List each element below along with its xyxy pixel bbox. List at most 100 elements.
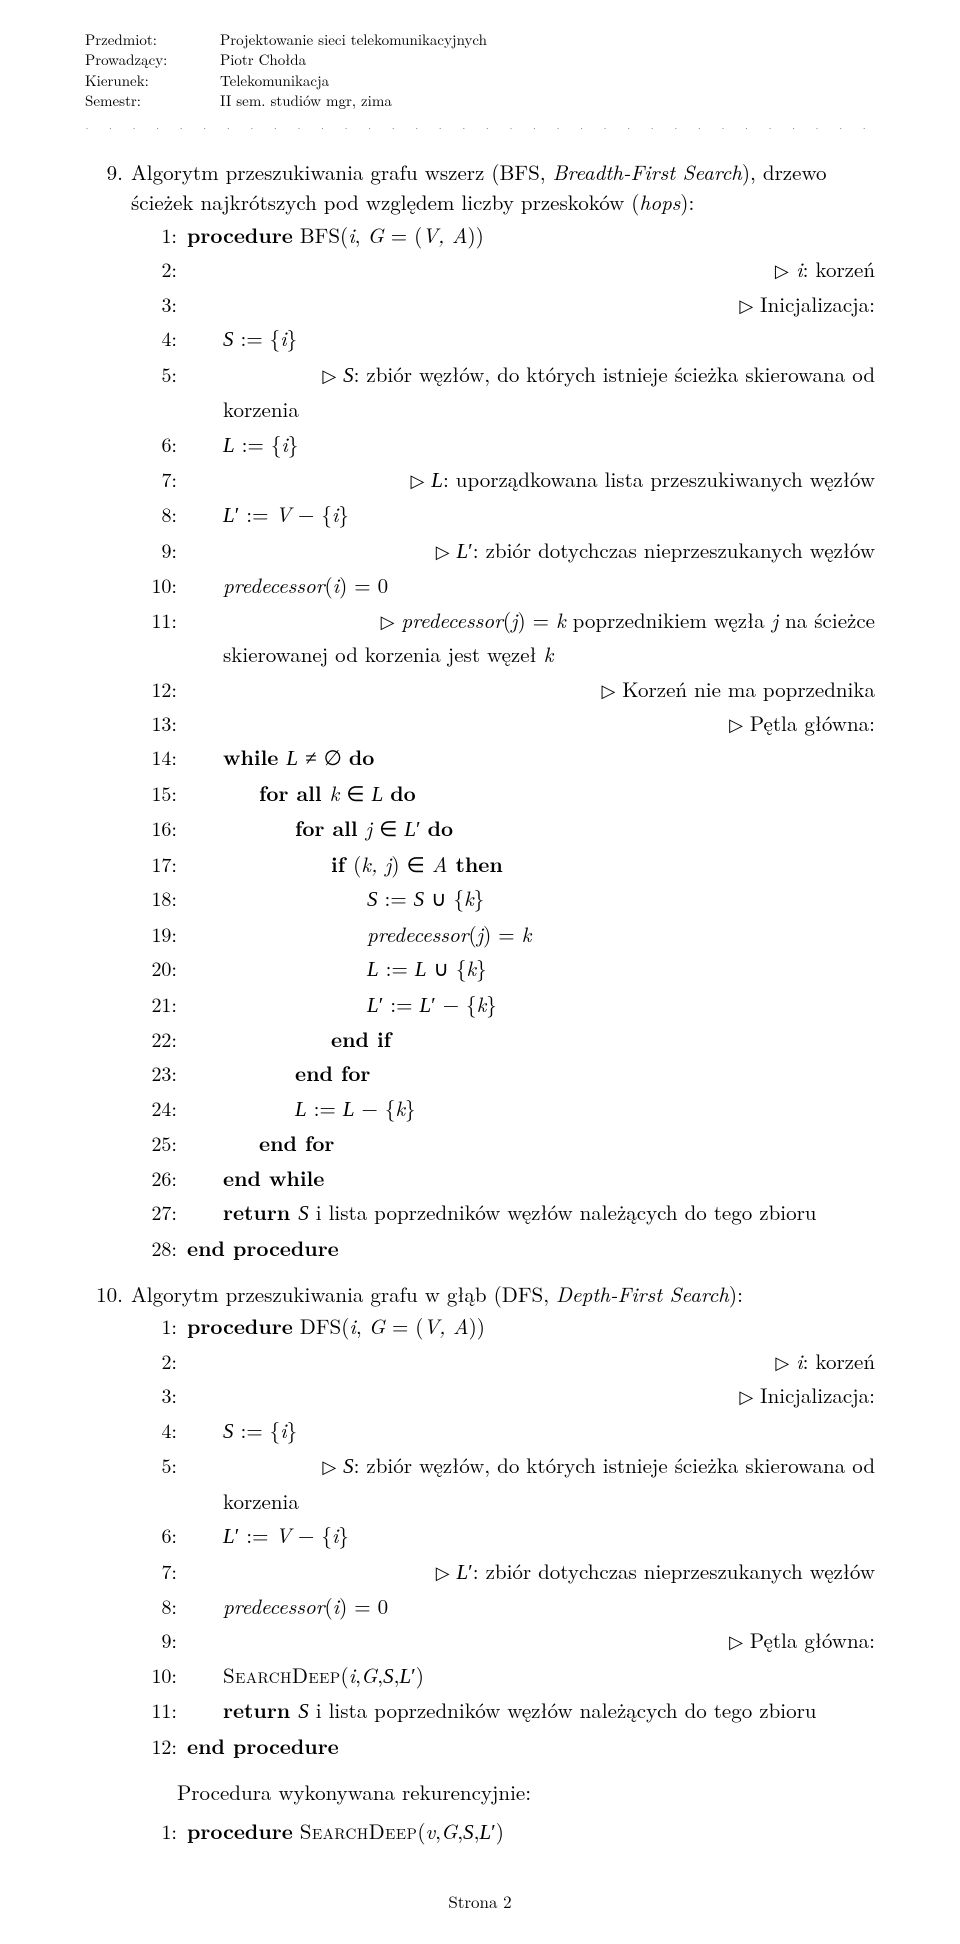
line-body: L := L − {k} xyxy=(187,1093,875,1124)
func: predecessor xyxy=(223,570,324,600)
line-body: L := {i} xyxy=(187,429,875,460)
text: ′ := xyxy=(235,1520,276,1550)
text: ) = 0 xyxy=(339,570,388,600)
keyword: end for xyxy=(259,1128,334,1158)
text: } xyxy=(474,883,485,913)
set: L xyxy=(479,1820,491,1844)
text: ): xyxy=(729,1279,743,1309)
algo-line: 25: end for xyxy=(131,1126,875,1160)
comment-icon xyxy=(411,464,425,494)
text: ∈ xyxy=(372,813,404,843)
var: G xyxy=(441,1816,457,1846)
line-number: 11: xyxy=(131,605,187,634)
keyword: end while xyxy=(223,1163,324,1193)
algo-line: 27: return S i lista poprzedników węzłów… xyxy=(131,1195,875,1230)
set: S xyxy=(367,887,378,911)
line-number: 19: xyxy=(131,919,187,948)
keyword: end for xyxy=(295,1058,370,1088)
text: Inicjalizacja: xyxy=(753,289,875,319)
text: , xyxy=(355,220,368,250)
text: Inicjalizacja: xyxy=(753,1380,875,1410)
text: ′ xyxy=(416,813,428,843)
text: )) xyxy=(469,1311,485,1341)
line-body: end procedure xyxy=(187,1731,875,1761)
line-body: while L ≠ ∅ do xyxy=(187,742,875,773)
line-body: Korzeń nie ma poprzednika xyxy=(187,674,875,704)
algo-line-cont: korzenia xyxy=(131,392,875,426)
text: poprzednikiem węzła xyxy=(566,605,772,635)
line-body: Pętla główna: xyxy=(187,708,875,738)
text: Algorytm przeszukiwania grafu w głąb (DF… xyxy=(131,1279,556,1309)
header-value: Telekomunikacja xyxy=(220,71,329,91)
line-number: 18: xyxy=(131,883,187,912)
keyword: while xyxy=(223,742,286,772)
text-italic: hops xyxy=(639,187,680,217)
set: S xyxy=(463,1820,474,1844)
line-body: procedure DFS(i, G = (V, A)) xyxy=(187,1311,875,1341)
line-body: predecessor(i) = 0 xyxy=(187,1591,875,1621)
line-body: for all k ∈ L do xyxy=(187,778,875,809)
line-number: 6: xyxy=(131,1520,187,1549)
line-body: predecessor(j) = k poprzednikiem węzła j… xyxy=(187,605,875,635)
var: k xyxy=(330,778,340,808)
func: predecessor xyxy=(367,919,468,949)
line-body: SearchDeep(i,G,S,L′) xyxy=(187,1660,875,1691)
set: S xyxy=(414,887,425,911)
algo-line: 13: Pętla główna: xyxy=(131,706,875,740)
text xyxy=(336,359,343,389)
set: S xyxy=(383,1664,394,1688)
algo-line: 3: Inicjalizacja: xyxy=(131,1378,875,1412)
header-label: Kierunek: xyxy=(85,71,220,91)
algo-line: 20: L := L ∪ {k} xyxy=(131,951,875,986)
line-number: 7: xyxy=(131,464,187,493)
keyword: for all xyxy=(259,778,330,808)
dotted-separator: . . . . . . . . . . . . . . . . . . . . … xyxy=(85,115,875,129)
line-number: 28: xyxy=(131,1233,187,1262)
page: Przedmiot: Projektowanie sieci telekomun… xyxy=(0,0,960,1944)
var: i xyxy=(789,254,803,284)
line-body: S: zbiór węzłów, do których istnieje ści… xyxy=(187,359,875,390)
header-value: Piotr Chołda xyxy=(220,50,306,70)
algo-line: 6: L′ := V − {i} xyxy=(131,1518,875,1553)
set: L xyxy=(343,1097,355,1121)
comment-icon xyxy=(729,708,743,738)
line-body: L′ := L′ − {k} xyxy=(187,989,875,1020)
set: L xyxy=(404,817,416,841)
line-body: predecessor(j) = k xyxy=(187,919,875,949)
set: S xyxy=(223,327,234,351)
text: ′) xyxy=(411,1660,424,1690)
func: predecessor xyxy=(223,1591,324,1621)
line-body: procedure SearchDeep(v,G,S,L′) xyxy=(187,1816,875,1847)
header-label: Przedmiot: xyxy=(85,30,220,50)
func: predecessor xyxy=(401,605,502,635)
line-body: end procedure xyxy=(187,1233,875,1263)
line-body: i: korzeń xyxy=(187,1346,875,1376)
text: := { xyxy=(234,1415,281,1445)
text: DFS( xyxy=(293,1311,350,1341)
set: L xyxy=(295,1097,307,1121)
algo-line: 8: L′ := V − {i} xyxy=(131,497,875,532)
var: k xyxy=(544,639,554,669)
text: := { xyxy=(234,323,281,353)
keyword: do xyxy=(428,813,454,843)
comment-icon xyxy=(381,605,395,635)
line-number: 9: xyxy=(131,535,187,564)
line-number: 12: xyxy=(131,1731,187,1760)
line-body: procedure BFS(i, G = (V, A)) xyxy=(187,220,875,250)
keyword: for all xyxy=(295,813,366,843)
text: Pętla główna: xyxy=(743,708,875,738)
text: ′ − { xyxy=(431,989,476,1019)
var: k xyxy=(556,605,566,635)
text: = ( xyxy=(384,220,423,250)
line-body: korzenia xyxy=(187,394,875,424)
text: : uporządkowana lista przeszukiwanych wę… xyxy=(443,464,875,494)
comment-icon xyxy=(739,1380,753,1410)
algo-line: 14: while L ≠ ∅ do xyxy=(131,740,875,775)
set: S xyxy=(298,1201,309,1225)
text: korzenia xyxy=(223,1486,299,1516)
algo-line: 19: predecessor(j) = k xyxy=(131,917,875,951)
text: ( xyxy=(324,1591,332,1621)
comment-icon xyxy=(436,1556,450,1586)
text: Pętla główna: xyxy=(743,1625,875,1655)
algo-line: 5: S: zbiór węzłów, do których istnieje … xyxy=(131,357,875,392)
